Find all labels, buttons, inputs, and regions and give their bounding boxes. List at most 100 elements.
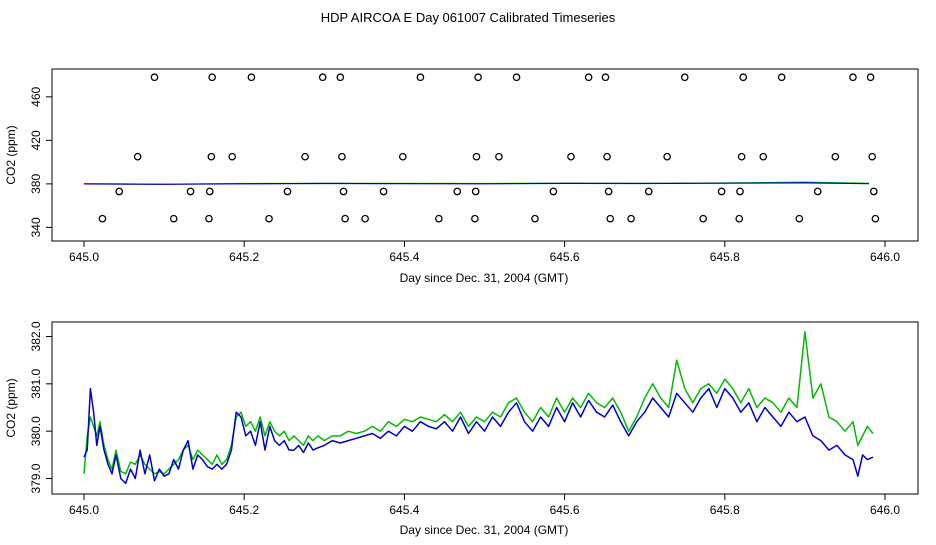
co2-series-lines [83,330,874,485]
data-point [603,152,611,161]
data-point [871,214,880,223]
x-tick-label: 645.6 [550,250,580,264]
data-point [301,152,309,161]
data-point [512,73,521,82]
data-point [584,73,593,82]
data-point [868,152,877,161]
y-tick-label: 460 [29,87,43,107]
scatter-panel-lines [83,181,870,185]
data-point [205,187,214,196]
data-point [379,187,388,196]
data-point [680,73,689,82]
plot-frame-top [51,68,919,242]
x-tick-label: 646.0 [870,503,900,517]
data-point [336,73,345,82]
data-point [869,187,878,196]
data-point [471,214,479,223]
y-tick-label: 379.0 [29,463,43,493]
data-point [739,73,748,82]
data-point [601,73,610,82]
data-point [283,187,292,196]
x-tick-label: 645.0 [69,503,99,517]
y-tick-label: 381.0 [29,368,43,398]
data-point [186,187,195,196]
x-tick-label: 646.0 [870,250,900,264]
data-point [736,187,744,196]
data-point [339,187,348,196]
data-point [471,187,480,196]
data-point [549,187,558,196]
x-axis-label-top: Day since Dec. 31, 2004 (GMT) [400,271,569,285]
scatter-panel: 645.0 645.2 645.4 645.6 645.8 646.0 340 380 420… [4,68,919,285]
chart-title: HDP AIRCOA E Day 061007 Calibrated Times… [321,10,616,25]
data-point [338,152,346,161]
x-tick-label: 645.4 [389,503,419,517]
data-point [831,152,840,161]
x-tick-label: 645.4 [389,250,419,264]
data-point [208,73,217,82]
data-point [699,214,708,223]
y-tick-label: 380.0 [29,416,43,446]
x-axis-bottom: 645.0 645.2 645.4 645.6 645.8 646.0 [69,493,900,517]
data-point [115,187,124,196]
data-point [735,214,744,223]
x-tick-label: 645.8 [710,250,740,264]
data-point [265,214,273,223]
data-point [247,73,256,82]
x-tick-label: 645.2 [229,250,259,264]
y-axis-bottom: 379.0 380.0 381.0 382.0 [29,321,53,494]
data-point [495,152,503,161]
data-point [604,187,613,196]
data-point [759,152,768,161]
scatter-points [98,73,880,223]
data-point [644,187,653,196]
y-tick-label: 380 [29,174,43,194]
data-point [150,73,159,82]
data-point [361,214,370,223]
data-point [813,187,822,196]
data-point [472,152,481,161]
data-point [133,152,142,161]
series-line [83,387,874,485]
data-point [606,214,615,223]
line-panel: 645.0 645.2 645.4 645.6 645.8 646.0 379.0 380.… [4,321,919,537]
x-tick-label: 645.8 [710,503,740,517]
y-axis-top: 340 380 420 460 [29,87,53,237]
data-point [627,214,635,223]
x-tick-label: 645.0 [69,250,99,264]
y-tick-label: 340 [29,217,43,237]
data-point [777,73,786,82]
data-point [663,152,671,161]
data-point [207,152,216,161]
data-point [717,187,726,196]
plot-frame-bottom [51,321,919,495]
y-tick-label: 382.0 [29,321,43,351]
data-point [567,152,575,161]
data-point [849,73,857,82]
data-point [169,214,178,223]
data-point [531,214,539,223]
data-point [737,152,746,161]
data-point [416,73,425,82]
x-tick-label: 645.2 [229,503,259,517]
x-axis-top: 645.0 645.2 645.4 645.6 645.8 646.0 [69,240,900,264]
data-point [398,152,407,161]
y-axis-label-top: CO2 (ppm) [4,125,18,184]
data-point [228,152,237,161]
data-point [98,214,107,223]
series-line [83,330,874,475]
y-axis-label-bottom: CO2 (ppm) [4,378,18,437]
series-line [83,182,870,185]
data-point [795,214,804,223]
y-tick-label: 420 [29,130,43,150]
x-tick-label: 645.6 [550,503,580,517]
data-point [474,73,482,82]
data-point [434,214,443,223]
x-axis-label-bottom: Day since Dec. 31, 2004 (GMT) [400,523,569,537]
data-point [866,73,875,82]
data-point [205,214,213,223]
data-point [341,214,349,223]
data-point [453,187,462,196]
data-point [318,73,327,82]
